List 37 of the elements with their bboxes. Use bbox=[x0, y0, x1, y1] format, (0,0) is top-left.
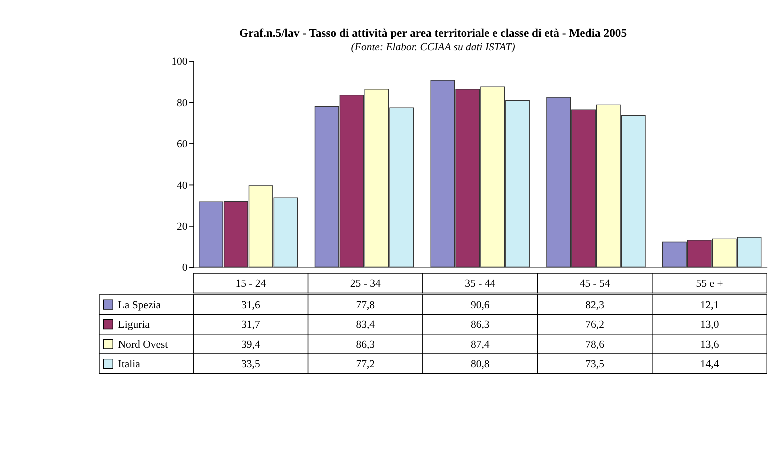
chart-subtitle: (Fonte: Elabor. CCIAA su dati ISTAT) bbox=[351, 41, 516, 54]
data-label: 12,1 bbox=[700, 299, 720, 312]
x-tick-label: 25 - 34 bbox=[350, 278, 382, 290]
data-label: 33,5 bbox=[242, 358, 260, 371]
data-label: 80,8 bbox=[470, 358, 490, 371]
legend-label: Nord Ovest bbox=[118, 338, 168, 351]
x-tick-label: 45 - 54 bbox=[580, 278, 611, 290]
data-label: 83,4 bbox=[356, 319, 376, 332]
x-tick-label: 35 - 44 bbox=[465, 278, 496, 290]
data-label: 73,5 bbox=[586, 358, 604, 371]
y-tick-label: 100 bbox=[172, 56, 188, 68]
data-label: 77,2 bbox=[356, 358, 376, 371]
data-label: 87,4 bbox=[470, 338, 490, 351]
data-label: 14,4 bbox=[700, 358, 720, 371]
data-label: 78,6 bbox=[586, 338, 606, 351]
data-label: 77,8 bbox=[356, 299, 376, 312]
y-tick-label: 60 bbox=[177, 138, 188, 151]
data-label: 31,6 bbox=[242, 299, 261, 312]
data-label: 86,3 bbox=[356, 338, 376, 351]
data-label: 86,3 bbox=[470, 319, 490, 332]
y-tick-label: 0 bbox=[182, 262, 188, 274]
x-tick-label: 55 e + bbox=[696, 278, 724, 290]
data-label: 39,4 bbox=[242, 338, 261, 351]
data-label: 90,6 bbox=[470, 299, 490, 312]
legend-label: Liguria bbox=[118, 319, 150, 332]
x-tick-label: 15 - 24 bbox=[236, 278, 267, 290]
y-tick-label: 80 bbox=[177, 97, 188, 110]
data-label: 76,2 bbox=[586, 319, 604, 332]
data-label: 31,7 bbox=[242, 319, 261, 332]
data-label: 13,0 bbox=[700, 319, 720, 332]
chart-title: Graf.n.5/lav - Tasso di attività per area territoriale e classe di età - Media 2005 bbox=[240, 26, 628, 40]
y-tick-label: 20 bbox=[177, 221, 188, 234]
data-label: 13,6 bbox=[700, 338, 720, 351]
legend-label: Italia bbox=[118, 358, 141, 371]
y-tick-label: 40 bbox=[177, 180, 188, 192]
legend-label: La Spezia bbox=[118, 299, 162, 312]
data-label: 82,3 bbox=[586, 299, 604, 312]
